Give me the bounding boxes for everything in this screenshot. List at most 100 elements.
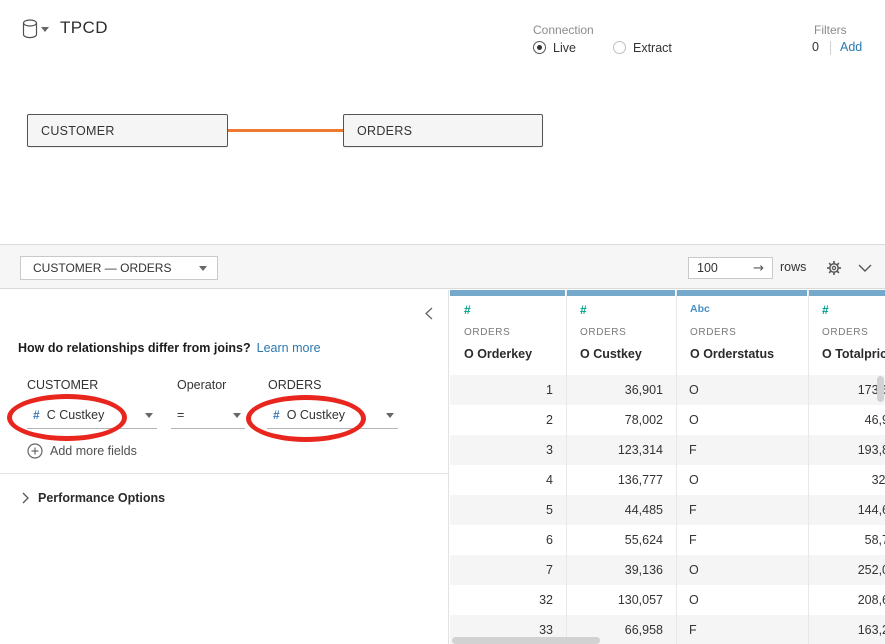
- table-cell: 44,485: [624, 503, 663, 517]
- table-cell: 3: [546, 443, 553, 457]
- table-row: 6 55,624 F 58,7: [450, 525, 885, 555]
- table-cell: 130,057: [617, 593, 663, 607]
- relationship-selector-dropdown[interactable]: CUSTOMER — ORDERS: [20, 256, 218, 280]
- table-cell: 33: [539, 623, 553, 637]
- table-cell: O: [689, 473, 699, 487]
- apply-arrow-icon[interactable]: →: [753, 260, 764, 276]
- radio-live[interactable]: Live: [533, 40, 576, 55]
- right-field-value: O Custkey: [286, 408, 346, 422]
- table-cell: 78,002: [624, 413, 663, 427]
- table-cell: 136,777: [617, 473, 663, 487]
- connection-label: Connection: [533, 23, 594, 37]
- table-cell: O: [689, 593, 699, 607]
- rows-label: rows: [780, 260, 807, 274]
- table-cell: F: [689, 533, 697, 547]
- learn-more-link[interactable]: Learn more: [256, 341, 321, 355]
- filters-add-button[interactable]: Add: [840, 40, 863, 54]
- table-cell: 1: [546, 383, 553, 397]
- table-cell: 6: [546, 533, 553, 547]
- table-cell: 5: [546, 503, 553, 517]
- radio-live-label: Live: [553, 40, 576, 55]
- filters-count: 0: [812, 40, 819, 54]
- preview-toolbar: CUSTOMER — ORDERS 100 → rows: [0, 244, 885, 289]
- chevron-down-icon: [199, 265, 207, 271]
- performance-options-label: Performance Options: [38, 491, 166, 505]
- operator-column-label: Operator: [177, 378, 227, 392]
- right-table-column-label: ORDERS: [268, 378, 322, 392]
- table-row: 3 123,314 F 193,8: [450, 435, 885, 465]
- linked-field-strip: [450, 290, 565, 296]
- operator-value: =: [177, 408, 185, 422]
- column-divider: [676, 290, 677, 644]
- table-cell: 32: [539, 593, 553, 607]
- table-cell: 208,6: [857, 593, 885, 607]
- column-field-label: O Custkey: [580, 347, 642, 361]
- number-type-icon: #: [273, 408, 280, 422]
- grid-column-header[interactable]: # ORDERS O Custkey: [566, 290, 676, 375]
- add-more-fields-button[interactable]: Add more fields: [27, 443, 137, 459]
- table-row: 2 78,002 O 46,9: [450, 405, 885, 435]
- table-cell: 193,8: [857, 443, 885, 457]
- radio-extract-icon[interactable]: [613, 41, 626, 54]
- filters-divider: [830, 41, 831, 55]
- grid-column-header[interactable]: # ORDERS O Totalprice: [808, 290, 885, 375]
- performance-options-toggle[interactable]: Performance Options: [22, 491, 165, 505]
- table-cell: 58,7: [864, 533, 885, 547]
- grid-column-header[interactable]: # ORDERS O Orderkey: [450, 290, 566, 375]
- string-type-icon: Abc: [690, 303, 710, 315]
- table-cell: F: [689, 443, 697, 457]
- grid-column-header[interactable]: Abc ORDERS O Orderstatus: [676, 290, 808, 375]
- table-row: 4 136,777 O 32,: [450, 465, 885, 495]
- column-table-label: ORDERS: [822, 327, 869, 338]
- table-cell: 4: [546, 473, 553, 487]
- table-cell: 66,958: [624, 623, 663, 637]
- table-cell: 55,624: [624, 533, 663, 547]
- horizontal-scrollbar-thumb[interactable]: [452, 637, 600, 644]
- right-field-dropdown[interactable]: # O Custkey: [267, 402, 398, 429]
- plus-circle-icon: [27, 443, 43, 459]
- column-field-label: O Orderkey: [464, 347, 533, 361]
- table-cell: O: [689, 383, 699, 397]
- table-cell: 36,901: [624, 383, 663, 397]
- table-cell: 7: [546, 563, 553, 577]
- vertical-scrollbar-thumb[interactable]: [877, 376, 884, 402]
- table-cell: 123,314: [617, 443, 663, 457]
- add-more-fields-label: Add more fields: [50, 444, 137, 458]
- left-field-dropdown[interactable]: # C Custkey: [27, 402, 157, 429]
- row-limit-input[interactable]: 100 →: [688, 257, 773, 279]
- column-table-label: ORDERS: [464, 327, 511, 338]
- table-row: 1 36,901 O 173,6: [450, 375, 885, 405]
- table-cell: 173,6: [857, 383, 885, 397]
- table-cell: 252,0: [857, 563, 885, 577]
- canvas-table-orders[interactable]: ORDERS: [343, 114, 543, 147]
- database-icon[interactable]: [22, 19, 38, 39]
- number-type-icon: #: [822, 303, 829, 317]
- column-table-label: ORDERS: [690, 327, 737, 338]
- table-cell: 39,136: [624, 563, 663, 577]
- grid-settings-button[interactable]: [821, 255, 847, 281]
- canvas-table-customer[interactable]: CUSTOMER: [27, 114, 228, 147]
- linked-field-strip: [676, 290, 807, 296]
- table-name: CUSTOMER: [41, 123, 115, 138]
- table-cell: O: [689, 563, 699, 577]
- panel-divider: [0, 473, 449, 474]
- collapse-preview-button[interactable]: [852, 255, 878, 281]
- row-limit-value: 100: [697, 261, 718, 275]
- column-divider: [808, 290, 809, 644]
- chevron-down-icon: [858, 264, 872, 272]
- chevron-right-icon: [22, 492, 29, 504]
- database-menu-caret-icon[interactable]: [41, 27, 49, 32]
- operator-dropdown[interactable]: =: [171, 402, 245, 429]
- column-field-label: O Orderstatus: [690, 347, 775, 361]
- chevron-down-icon: [145, 412, 153, 418]
- table-row: 32 130,057 O 208,6: [450, 585, 885, 615]
- filters-label: Filters: [814, 23, 847, 37]
- chevron-left-icon: [425, 307, 433, 319]
- left-table-column-label: CUSTOMER: [27, 378, 99, 392]
- radio-extract[interactable]: Extract: [613, 40, 672, 55]
- left-field-value: C Custkey: [46, 408, 105, 422]
- column-table-label: ORDERS: [580, 327, 627, 338]
- relationship-noodle[interactable]: [228, 129, 343, 132]
- radio-live-icon[interactable]: [533, 41, 546, 54]
- collapse-panel-button[interactable]: [420, 304, 438, 322]
